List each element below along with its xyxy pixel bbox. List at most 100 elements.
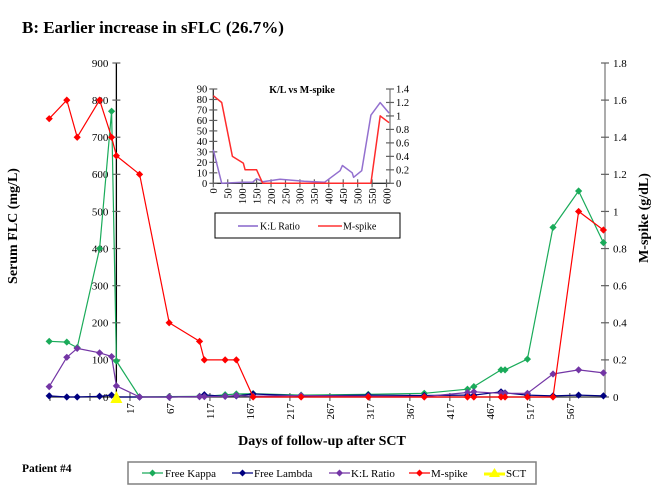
inset-series-line-k-l-ratio bbox=[212, 101, 390, 185]
y2-tick-label: 0 bbox=[613, 392, 619, 404]
y2-tick-label: 0.6 bbox=[613, 281, 627, 293]
y2-tick-label: 0.2 bbox=[613, 355, 627, 367]
y2-tick-label: 0.8 bbox=[613, 243, 627, 255]
x-tick-label: 367 bbox=[405, 403, 417, 420]
legend-item-free-kappa: Free Kappa bbox=[142, 468, 216, 480]
y2-tick-label: 1 bbox=[613, 206, 619, 218]
x-tick-label: 267 bbox=[325, 403, 337, 420]
x-tick-label: 567 bbox=[565, 403, 577, 420]
inset-y-tick-label: 10 bbox=[197, 168, 208, 179]
data-point-m-spike bbox=[165, 319, 173, 327]
inset-x-tick-label: 350 bbox=[310, 188, 321, 204]
x-tick-label: 217 bbox=[285, 403, 297, 420]
data-point-m-spike bbox=[364, 393, 372, 401]
x-tick-label: 167 bbox=[245, 403, 257, 420]
y2-tick-label: 0.4 bbox=[613, 318, 627, 330]
data-point-m-spike bbox=[523, 393, 532, 401]
data-point-free-lambda bbox=[63, 393, 71, 401]
y-tick-label: 200 bbox=[92, 318, 109, 330]
data-point-free-kappa bbox=[549, 223, 557, 232]
data-point-m-spike bbox=[107, 133, 116, 141]
data-point-free-kappa bbox=[63, 338, 71, 346]
inset-title: K/L vs M-spike bbox=[269, 85, 335, 96]
data-point-free-kappa bbox=[45, 337, 53, 345]
y-tick-label: 600 bbox=[92, 169, 109, 181]
data-point-m-spike bbox=[200, 356, 208, 364]
data-point-m-spike bbox=[470, 393, 478, 401]
inset-y-tick-label: 80 bbox=[197, 95, 208, 106]
inset-x-tick-label: 300 bbox=[296, 188, 307, 204]
y-tick-label: 700 bbox=[92, 132, 109, 144]
inset-y2-tick-label: 0.6 bbox=[396, 139, 409, 150]
y-tick-label: 100 bbox=[92, 355, 109, 367]
data-point-free-lambda bbox=[599, 392, 608, 400]
main-plot: 010020030040050060070080090000.20.40.60.… bbox=[45, 58, 627, 420]
data-point-k-l-ratio bbox=[575, 366, 583, 374]
figure-title: B: Earlier increase in sFLC (26.7%) bbox=[22, 18, 284, 37]
data-point-k-l-ratio bbox=[463, 388, 472, 397]
legend-label: Free Kappa bbox=[165, 468, 216, 480]
inset-x-tick-label: 0 bbox=[209, 188, 220, 193]
inset-y-tick-label: 90 bbox=[197, 85, 208, 96]
kl-ratio-marker-icon bbox=[336, 469, 343, 477]
inset-x-tick-label: 200 bbox=[267, 188, 278, 204]
legend-item-kl-ratio: K:L Ratio bbox=[329, 468, 395, 480]
data-point-m-spike bbox=[45, 115, 53, 123]
x-tick-label: 67 bbox=[165, 403, 177, 415]
data-point-k-l-ratio bbox=[523, 389, 532, 397]
x-tick-label: 417 bbox=[445, 403, 457, 420]
legend-item-sct: SCT bbox=[484, 468, 526, 480]
inset-x-tick-label: 50 bbox=[224, 188, 235, 199]
inset-plot: K/L vs M-spike 010203040506070809000.20.… bbox=[197, 85, 410, 204]
data-point-free-kappa bbox=[497, 366, 505, 374]
data-point-free-kappa bbox=[470, 383, 478, 391]
data-point-m-spike bbox=[549, 393, 557, 401]
inset-y2-tick-label: 0 bbox=[396, 179, 401, 190]
y-tick-label: 300 bbox=[92, 281, 109, 293]
inset-y-tick-label: 0 bbox=[202, 179, 207, 190]
y2-axis-title: M-spike (g/dL) bbox=[637, 173, 652, 263]
inset-x-tick-label: 600 bbox=[382, 188, 393, 204]
data-point-m-spike bbox=[497, 393, 505, 401]
data-point-free-lambda bbox=[575, 391, 583, 399]
inset-y2-tick-label: 1 bbox=[396, 112, 401, 123]
series-line-free-kappa bbox=[49, 110, 604, 398]
data-point-free-kappa bbox=[523, 355, 532, 363]
data-point-free-kappa bbox=[107, 107, 116, 115]
y2-tick-label: 1.2 bbox=[613, 169, 627, 181]
data-point-k-l-ratio bbox=[470, 388, 478, 396]
data-point-m-spike bbox=[95, 96, 104, 104]
data-point-k-l-ratio bbox=[45, 383, 53, 391]
x-axis-title: Days of follow-up after SCT bbox=[238, 434, 406, 449]
sct-triangle-icon bbox=[489, 468, 500, 477]
data-point-k-l-ratio bbox=[95, 349, 104, 357]
y-tick-label: 500 bbox=[92, 206, 109, 218]
data-point-m-spike bbox=[420, 393, 428, 401]
data-point-free-lambda bbox=[45, 392, 53, 400]
data-point-free-kappa bbox=[501, 366, 509, 374]
data-point-k-l-ratio bbox=[63, 353, 71, 361]
inset-y-tick-label: 30 bbox=[197, 148, 208, 159]
y-tick-label: 900 bbox=[92, 58, 109, 70]
data-point-m-spike bbox=[195, 337, 204, 345]
data-point-m-spike bbox=[249, 393, 257, 401]
data-point-k-l-ratio bbox=[107, 352, 116, 361]
series-line-k-l-ratio bbox=[48, 347, 604, 398]
inset-y2-tick-label: 1.4 bbox=[396, 85, 410, 96]
y2-tick-label: 1.6 bbox=[613, 95, 627, 107]
data-point-k-l-ratio bbox=[221, 392, 229, 400]
inset-legend-label: K:L Ratio bbox=[260, 222, 300, 233]
legend-label: M-spike bbox=[431, 468, 468, 480]
data-point-k-l-ratio bbox=[135, 393, 144, 401]
y2-tick-label: 1.4 bbox=[613, 132, 627, 144]
legend-label: Free Lambda bbox=[254, 468, 312, 480]
y-axis-title: Serum FLC (mg/L) bbox=[6, 168, 21, 284]
data-point-m-spike bbox=[501, 393, 509, 401]
inset-x-tick-label: 450 bbox=[339, 188, 350, 204]
data-point-m-spike bbox=[575, 207, 583, 216]
inset-y-tick-label: 40 bbox=[197, 137, 208, 148]
data-point-k-l-ratio bbox=[549, 370, 557, 378]
x-tick-label: 517 bbox=[525, 403, 537, 420]
inset-y2-tick-label: 0.4 bbox=[396, 152, 410, 163]
